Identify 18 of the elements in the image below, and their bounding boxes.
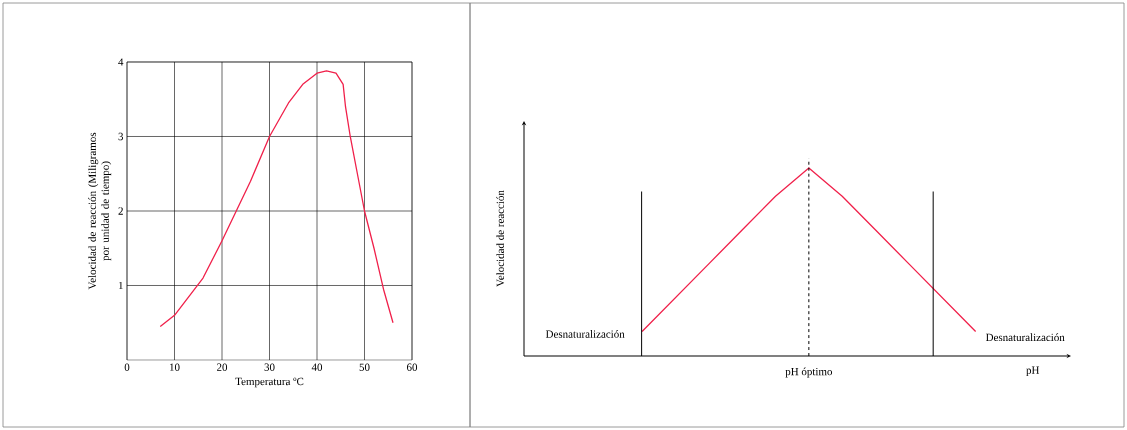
y-tick-label: 3 bbox=[118, 132, 124, 141]
y-tick-label: 4 bbox=[118, 58, 124, 66]
x-tick-label: 10 bbox=[170, 363, 180, 371]
x-tick-label: 60 bbox=[407, 363, 418, 371]
annotation: Desnaturalización bbox=[985, 333, 1065, 342]
text: Desnaturalización bbox=[545, 330, 625, 338]
x-tick-label: 30 bbox=[264, 363, 275, 371]
x-axis-title: pH bbox=[1026, 366, 1040, 377]
y-axis-title: Velocidad de reacción bbox=[496, 190, 505, 287]
x-tick-label: 50 bbox=[359, 363, 370, 371]
y-axis-title: Velocidad de reacción (Miligramos por unidad de tiempo) bbox=[88, 132, 112, 290]
x-axis-title: Temperatura ºC bbox=[235, 377, 304, 388]
x-tick-label: 0 bbox=[124, 363, 130, 371]
x-tick-label: 40 bbox=[311, 363, 323, 371]
y-tick-label: 2 bbox=[118, 207, 123, 215]
text: pH óptimo bbox=[785, 367, 833, 378]
y-tick-label: 1 bbox=[118, 281, 123, 290]
x-tick-label: 20 bbox=[217, 363, 228, 371]
